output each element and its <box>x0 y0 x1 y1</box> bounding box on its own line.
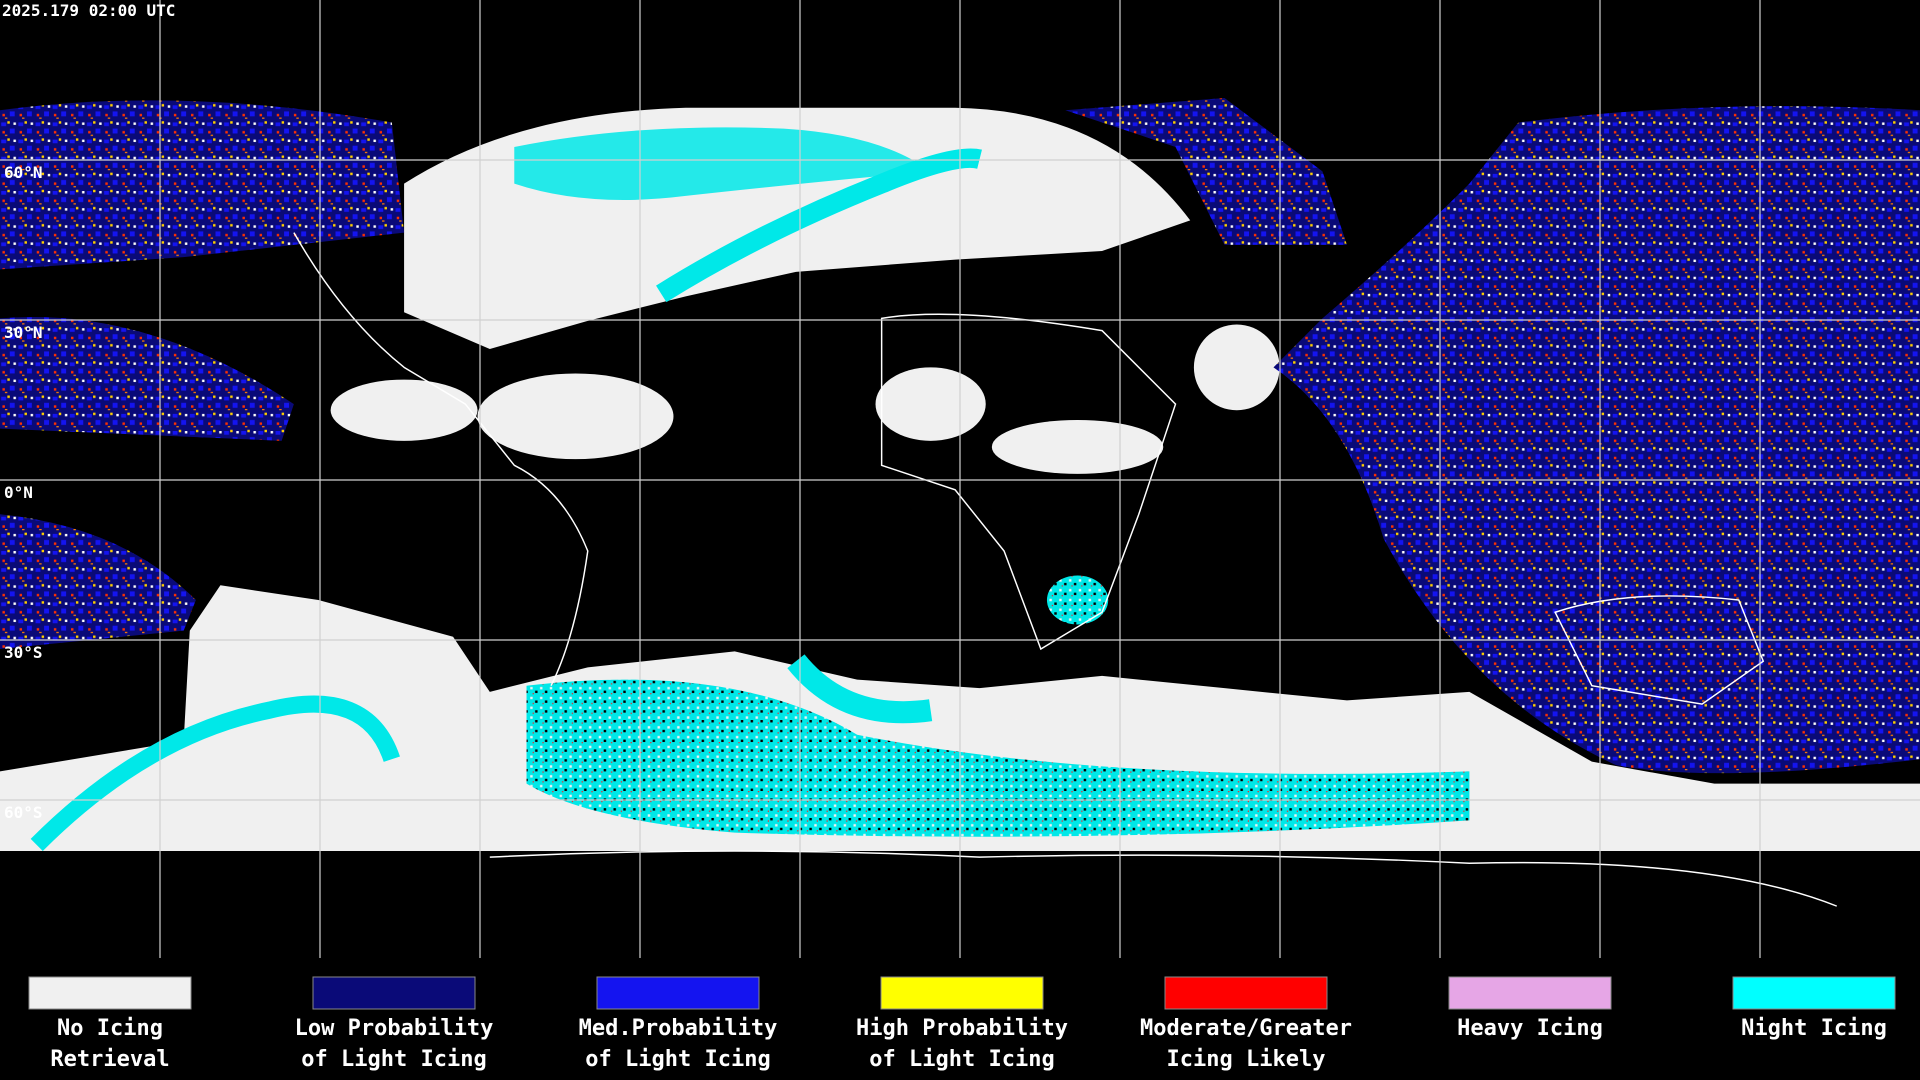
legend-label: Night Icing <box>1741 1016 1887 1041</box>
legend-label: High Probability <box>856 1016 1068 1041</box>
lat-label: 30°N <box>4 323 43 342</box>
latitude-labels: 60°N 30°N 0°N 30°S 60°S <box>4 163 43 822</box>
legend-label: Moderate/Greater <box>1140 1016 1352 1041</box>
legend-swatch <box>28 976 192 1010</box>
legend-swatch <box>1164 976 1328 1010</box>
lat-label: 30°S <box>4 643 43 662</box>
legend-swatch <box>596 976 760 1010</box>
legend-label: Low Probability <box>295 1016 494 1041</box>
legend-swatch <box>312 976 476 1010</box>
timestamp: 2025.179 02:00 UTC <box>2 1 175 20</box>
legend-label: Heavy Icing <box>1457 1016 1603 1041</box>
legend-label: Med.Probability <box>579 1016 778 1041</box>
lat-label: 60°S <box>4 803 43 822</box>
legend-label: Icing Likely <box>1167 1047 1326 1072</box>
lat-label: 60°N <box>4 163 43 182</box>
legend-label: of Light Icing <box>301 1047 486 1072</box>
lat-label: 0°N <box>4 483 33 502</box>
legend-label: of Light Icing <box>869 1047 1054 1072</box>
legend: No Icing Retrieval Low Probability of Light… <box>28 976 1896 1072</box>
legend-label: of Light Icing <box>585 1047 770 1072</box>
legend-swatch <box>1732 976 1896 1010</box>
legend-swatch <box>1448 976 1612 1010</box>
legend-label: Retrieval <box>50 1047 169 1072</box>
legend-label: No Icing <box>57 1016 163 1041</box>
lat-lon-grid <box>0 0 1920 958</box>
legend-swatch <box>880 976 1044 1010</box>
